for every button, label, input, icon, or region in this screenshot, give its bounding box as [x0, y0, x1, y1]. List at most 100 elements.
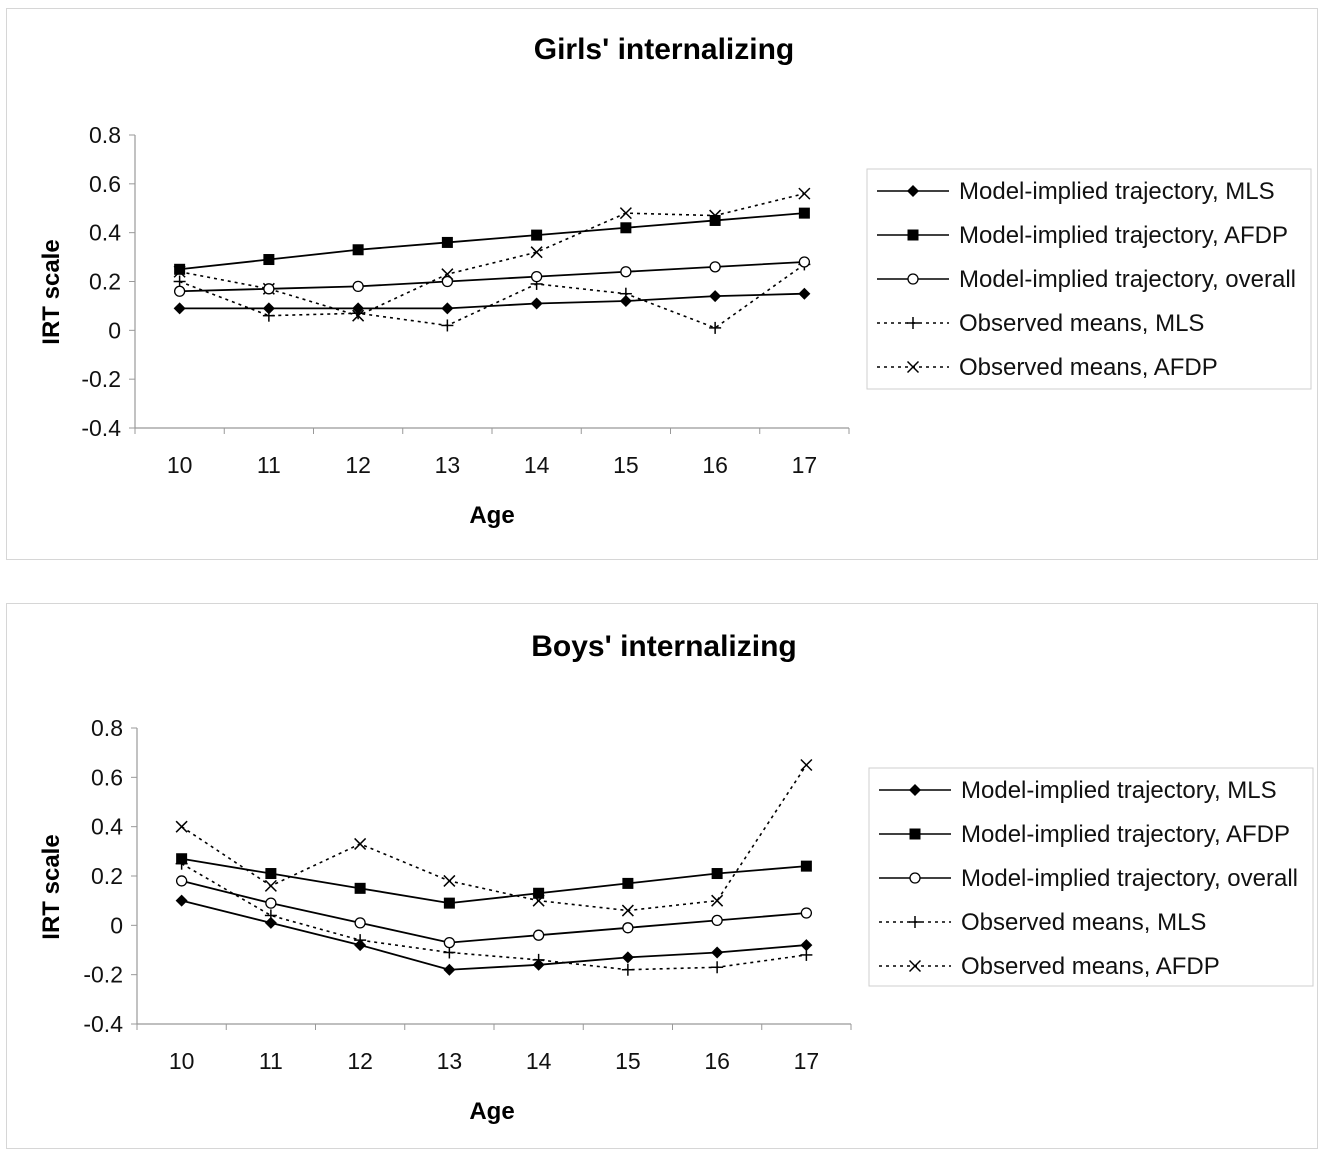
data-point	[173, 285, 186, 297]
data-point	[443, 936, 456, 949]
data-point	[800, 939, 813, 952]
data-point	[619, 207, 632, 220]
y-tick-label: -0.2	[81, 366, 121, 392]
legend-marker	[907, 273, 919, 285]
legend-marker	[909, 872, 921, 884]
data-point	[622, 922, 634, 934]
legend-label: Observed means, MLS	[961, 909, 1206, 936]
data-point	[711, 894, 724, 907]
y-axis-label: IRT scale	[38, 834, 65, 939]
legend-item: Model-implied trajectory, MLS	[877, 178, 1275, 205]
data-point	[354, 939, 367, 952]
data-point	[441, 302, 454, 315]
legend-marker	[907, 185, 919, 197]
data-point	[798, 256, 811, 268]
chart-title: Girls' internalizing	[534, 33, 795, 66]
data-point	[174, 263, 186, 275]
x-tick-label: 12	[345, 452, 371, 478]
series-line	[181, 857, 807, 905]
data-point	[173, 302, 186, 315]
data-point	[173, 275, 186, 288]
data-point	[441, 236, 453, 248]
y-tick-label: -0.4	[81, 415, 121, 441]
data-point	[176, 853, 188, 865]
data-point	[264, 879, 277, 892]
data-point	[620, 222, 632, 234]
legend-item: Model-implied trajectory, overall	[879, 865, 1298, 892]
x-tick-label: 11	[257, 452, 281, 478]
legend-item: Model-implied trajectory, AFDP	[877, 222, 1288, 249]
legend-item: Model-implied trajectory, AFDP	[879, 821, 1290, 848]
x-tick-label: 17	[792, 452, 818, 478]
chart-girls: Girls' internalizing Age IRT scale 0.8 0.…	[38, 33, 1312, 529]
series-line	[181, 899, 807, 971]
series-5	[175, 758, 813, 917]
x-tick-label: 15	[615, 1048, 641, 1074]
series-1	[175, 894, 813, 976]
data-point	[709, 321, 722, 334]
data-point	[443, 946, 456, 959]
legend: Model-implied trajectory, MLS Model-impli…	[868, 767, 1314, 987]
legend-label: Model-implied trajectory, MLS	[961, 777, 1277, 804]
data-point	[441, 319, 454, 332]
data-point	[352, 309, 365, 322]
data-point	[175, 894, 188, 907]
x-tick-label: 10	[169, 1048, 195, 1074]
series-3	[175, 875, 813, 949]
data-point	[263, 283, 275, 295]
legend-item: Observed means, MLS	[877, 310, 1204, 337]
data-point	[798, 187, 811, 200]
legend-label: Model-implied trajectory, overall	[959, 266, 1296, 293]
legend-label: Observed means, MLS	[959, 310, 1204, 337]
data-point	[621, 951, 634, 964]
legend-marker	[907, 317, 919, 329]
legend-item: Observed means, AFDP	[877, 354, 1218, 381]
y-tick-label: -0.2	[83, 962, 123, 988]
data-point	[620, 266, 632, 278]
data-point	[709, 290, 722, 303]
legend-marker	[909, 784, 921, 796]
y-tick-label: 0.4	[89, 220, 121, 246]
data-point	[262, 302, 275, 315]
data-point	[711, 868, 723, 880]
x-tick-label: 10	[167, 452, 193, 478]
x-tick-label: 12	[347, 1048, 373, 1074]
x-tick-label: 14	[526, 1048, 552, 1074]
legend-marker	[907, 229, 919, 241]
data-point	[265, 868, 277, 880]
legend-item: Model-implied trajectory, MLS	[879, 777, 1277, 804]
legend-box	[868, 767, 1314, 987]
data-point	[352, 302, 365, 315]
data-point	[798, 287, 811, 300]
series-2	[176, 853, 812, 909]
data-point	[711, 961, 724, 974]
data-point	[621, 904, 634, 917]
y-tick-label: 0.4	[91, 814, 123, 840]
data-point	[265, 897, 277, 909]
legend-label: Model-implied trajectory, MLS	[959, 178, 1275, 205]
data-point	[711, 946, 724, 959]
data-point	[352, 280, 364, 293]
x-tick-label: 14	[524, 452, 550, 478]
data-point	[800, 907, 813, 919]
x-tick-label: 17	[794, 1048, 820, 1074]
legend: Model-implied trajectory, MLS Model-impli…	[866, 168, 1312, 390]
legend-item: Observed means, AFDP	[879, 953, 1220, 980]
series-line	[179, 263, 805, 329]
data-point	[175, 820, 188, 833]
series-1	[173, 287, 811, 315]
y-tick-label: 0.6	[91, 764, 123, 790]
series-line	[179, 192, 805, 317]
data-point	[175, 875, 188, 887]
chart-panel-girls: Girls' internalizing Age IRT scale 0.8 0.…	[6, 8, 1318, 560]
data-point	[800, 758, 813, 772]
data-point	[619, 295, 632, 308]
x-tick-label: 13	[437, 1048, 463, 1074]
data-point	[441, 275, 454, 288]
data-point	[709, 214, 721, 226]
y-tick-label: 0.8	[91, 715, 123, 741]
legend-marker	[909, 828, 921, 840]
data-point	[530, 246, 543, 259]
y-axis-label: IRT scale	[38, 239, 65, 344]
data-point	[622, 877, 634, 889]
